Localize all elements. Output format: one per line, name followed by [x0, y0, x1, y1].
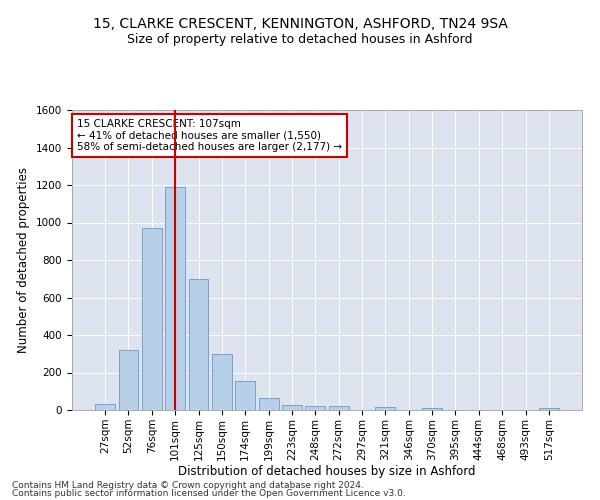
Bar [188, 279, 208, 410]
Bar [282, 405, 302, 410]
Bar [235, 381, 255, 410]
Text: Contains HM Land Registry data © Crown copyright and database right 2024.: Contains HM Land Registry data © Crown c… [12, 481, 364, 490]
Bar [539, 408, 559, 410]
Bar [212, 354, 232, 410]
Bar [422, 408, 442, 410]
Text: Contains public sector information licensed under the Open Government Licence v3: Contains public sector information licen… [12, 488, 406, 498]
Text: Size of property relative to detached houses in Ashford: Size of property relative to detached ho… [127, 32, 473, 46]
Bar [95, 404, 115, 410]
Bar [259, 398, 278, 410]
Text: 15 CLARKE CRESCENT: 107sqm
← 41% of detached houses are smaller (1,550)
58% of s: 15 CLARKE CRESCENT: 107sqm ← 41% of deta… [77, 119, 342, 152]
Bar [142, 228, 162, 410]
Y-axis label: Number of detached properties: Number of detached properties [17, 167, 31, 353]
Bar [376, 407, 395, 410]
Bar [329, 406, 349, 410]
X-axis label: Distribution of detached houses by size in Ashford: Distribution of detached houses by size … [178, 466, 476, 478]
Text: 15, CLARKE CRESCENT, KENNINGTON, ASHFORD, TN24 9SA: 15, CLARKE CRESCENT, KENNINGTON, ASHFORD… [92, 18, 508, 32]
Bar [165, 187, 185, 410]
Bar [305, 406, 325, 410]
Bar [119, 350, 139, 410]
